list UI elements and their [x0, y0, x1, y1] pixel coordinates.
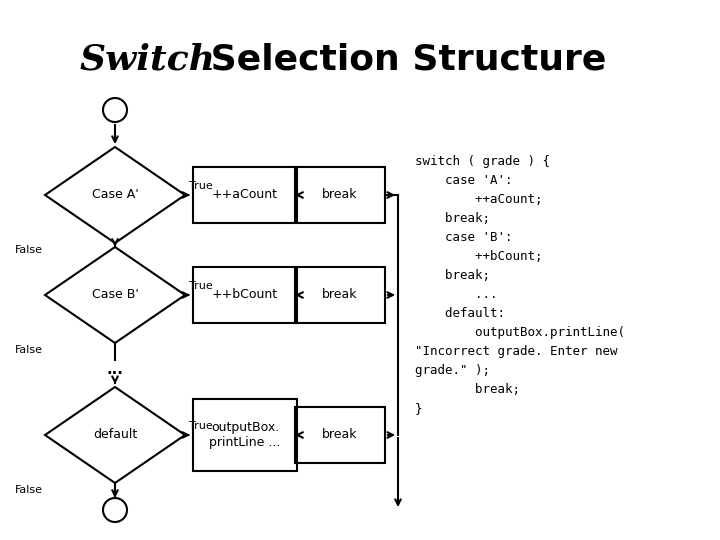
Text: ...: ...	[107, 362, 123, 377]
Text: outputBox.
printLine ...: outputBox. printLine ...	[210, 421, 281, 449]
Text: break: break	[323, 188, 358, 201]
Text: True: True	[189, 421, 212, 431]
Text: Case A': Case A'	[91, 188, 138, 201]
Text: True: True	[189, 181, 212, 191]
Bar	[295, 267, 385, 323]
Bar	[295, 167, 385, 223]
Text: grade." );: grade." );	[415, 364, 490, 377]
Text: False: False	[15, 345, 43, 355]
Text: ++bCount;: ++bCount;	[415, 250, 542, 263]
Text: default:: default:	[415, 307, 505, 320]
Text: Selection Structure: Selection Structure	[198, 42, 606, 76]
Text: break;: break;	[415, 212, 490, 225]
Text: True: True	[189, 281, 212, 291]
Text: False: False	[15, 485, 43, 495]
Text: break;: break;	[415, 269, 490, 282]
Text: Case B': Case B'	[91, 288, 138, 301]
Text: Switch: Switch	[80, 42, 216, 76]
Bar	[193, 167, 297, 223]
Text: "Incorrect grade. Enter new: "Incorrect grade. Enter new	[415, 345, 618, 358]
Text: break: break	[323, 288, 358, 301]
Text: ++bCount: ++bCount	[212, 288, 278, 301]
Text: ++aCount;: ++aCount;	[415, 193, 542, 206]
Text: case 'B':: case 'B':	[415, 231, 513, 244]
Text: False: False	[15, 245, 43, 255]
Text: break;: break;	[415, 383, 520, 396]
Text: outputBox.printLine(: outputBox.printLine(	[415, 326, 625, 339]
Text: ...: ...	[415, 288, 498, 301]
Text: }: }	[415, 402, 423, 415]
Bar	[193, 267, 297, 323]
Bar	[193, 399, 297, 471]
Text: case 'A':: case 'A':	[415, 174, 513, 187]
Text: default: default	[93, 429, 137, 442]
Text: ++aCount: ++aCount	[212, 188, 278, 201]
Text: break: break	[323, 429, 358, 442]
Text: switch ( grade ) {: switch ( grade ) {	[415, 155, 550, 168]
Bar	[295, 407, 385, 463]
